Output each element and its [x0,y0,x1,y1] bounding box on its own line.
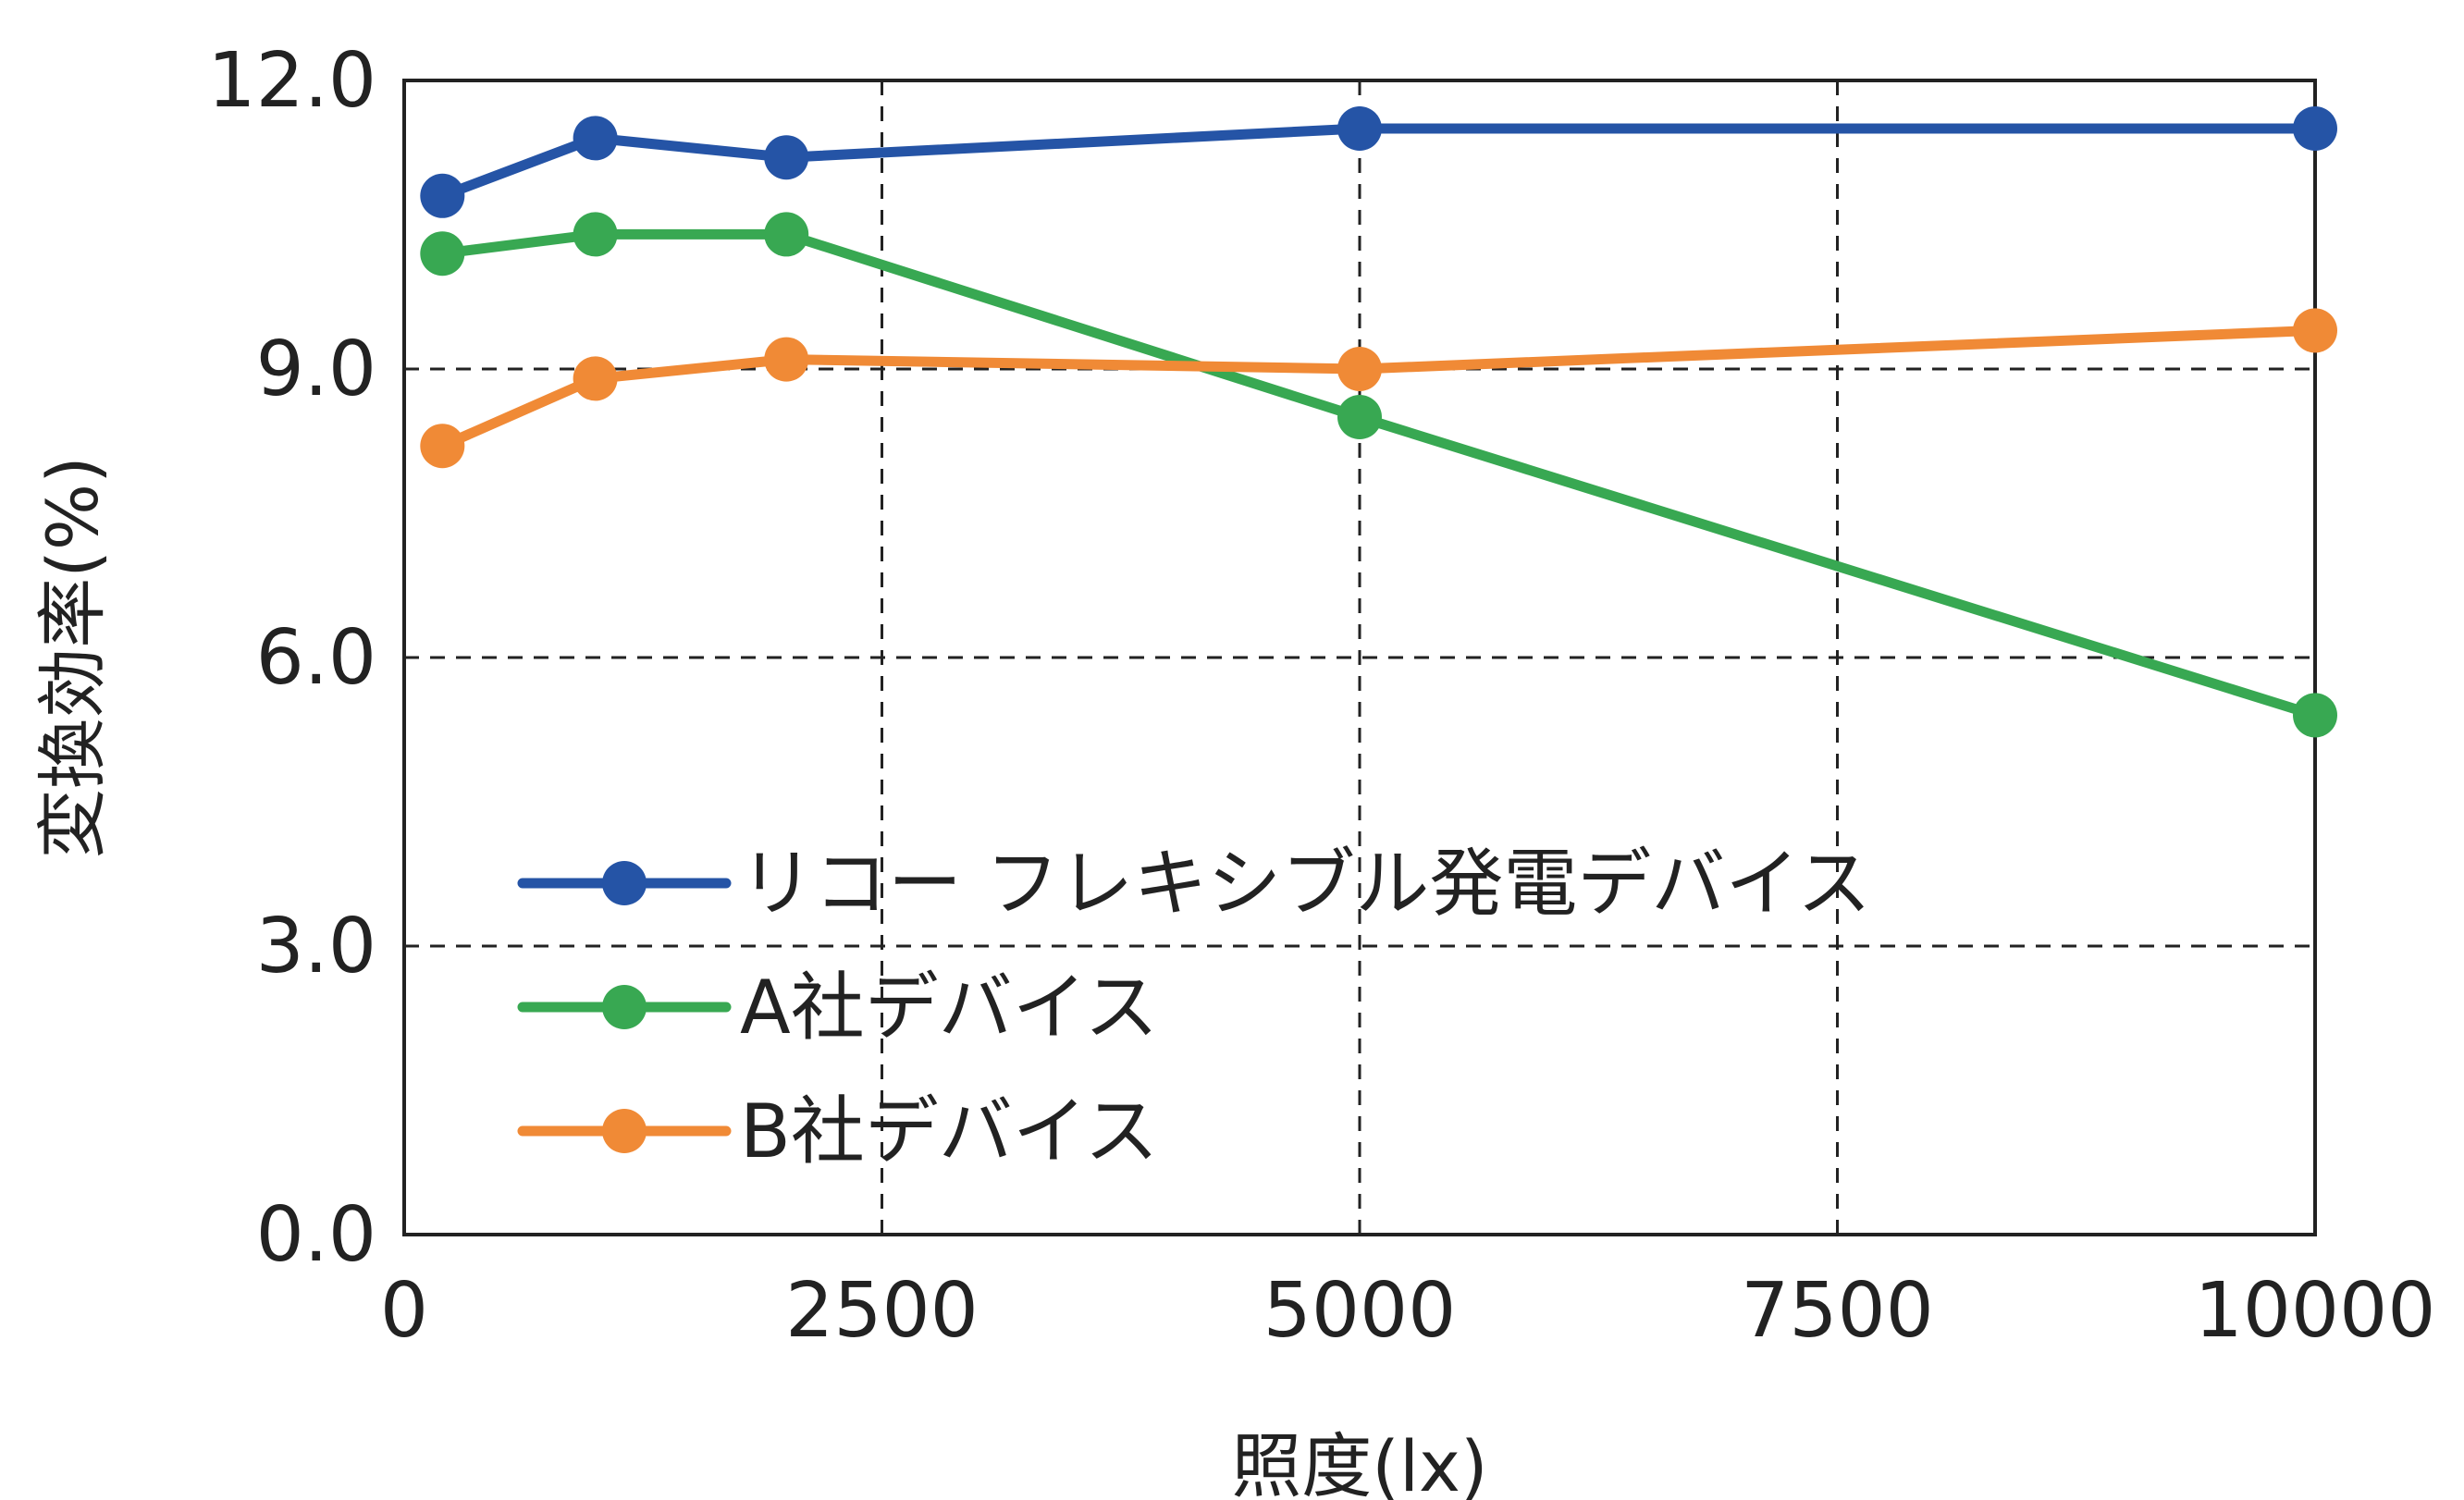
legend-label: A社デバイス [740,965,1158,1051]
data-point [573,212,618,257]
x-tick-label: 5000 [1263,1267,1457,1355]
data-point [2293,308,2337,353]
legend: リコー フレキシブル発電デバイス A社デバイス B社デバイス [517,841,1871,1174]
legend-item: B社デバイス [517,1088,1158,1174]
series-2 [420,212,2337,738]
series-layer [420,106,2337,738]
y-tick-label: 9.0 [256,326,376,413]
data-point [2293,106,2337,151]
grid-lines [404,80,2315,1235]
data-point [1337,106,1382,151]
series-3 [420,308,2337,469]
y-tick-label: 6.0 [256,614,376,702]
x-tick-label: 2500 [785,1267,979,1355]
data-point [420,173,465,218]
y-axis-title: 変換効率(%) [31,456,114,859]
y-tick-label: 3.0 [256,903,376,990]
y-tick-label: 0.0 [256,1191,376,1279]
x-tick-label: 0 [380,1267,428,1355]
data-point [1337,347,1382,391]
series-line [437,228,2321,720]
legend-item: A社デバイス [517,965,1158,1051]
data-point [573,356,618,401]
y-tick-label: 12.0 [207,37,376,125]
legend-item: リコー フレキシブル発電デバイス [517,841,1871,927]
legend-marker [602,1109,647,1153]
legend-marker [602,985,647,1029]
x-tick-label: 10000 [2195,1267,2436,1355]
data-point [420,231,465,277]
tick-labels: 0 2500 5000 7500 10000 0.0 3.0 6.0 9.0 12.0 [207,37,2435,1355]
data-point [1337,395,1382,439]
legend-marker [602,861,647,905]
legend-label: リコー フレキシブル発電デバイス [740,841,1871,927]
data-point [573,116,618,161]
x-axis-title: 照度(lx) [1231,1425,1487,1500]
x-tick-label: 7500 [1741,1267,1934,1355]
data-point [764,337,809,382]
legend-label: B社デバイス [740,1088,1158,1174]
series-line [437,325,2321,451]
data-point [764,135,809,180]
data-point [764,212,809,257]
plot-frame [402,79,2317,1236]
data-point [420,424,465,469]
series-1 [420,106,2337,218]
data-point [2293,693,2337,738]
